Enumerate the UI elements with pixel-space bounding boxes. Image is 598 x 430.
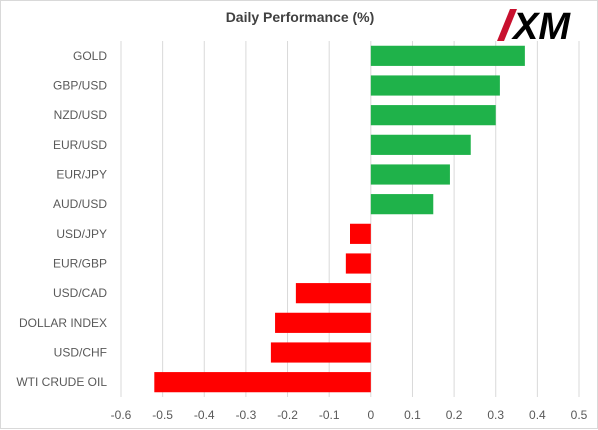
category-label: USD/CHF	[54, 346, 107, 360]
x-tick-label: -0.6	[111, 408, 132, 422]
bars	[154, 45, 525, 393]
xm-logo-mark: XM	[497, 6, 571, 48]
logo-text: XM	[511, 6, 571, 45]
bar	[370, 105, 496, 126]
bar	[370, 194, 434, 215]
x-tick-label: 0.4	[529, 408, 546, 422]
x-tick-label: 0.2	[446, 408, 463, 422]
bar	[350, 223, 371, 244]
category-label: EUR/JPY	[56, 168, 107, 182]
category-label: GOLD	[73, 49, 107, 63]
category-label: USD/CAD	[53, 286, 107, 300]
x-tick-label: -0.4	[194, 408, 215, 422]
bar	[154, 372, 371, 393]
gridlines	[120, 41, 580, 397]
xm-logo: XM	[495, 5, 591, 48]
x-tick-label: 0.5	[571, 408, 588, 422]
bar	[270, 342, 371, 363]
category-label: GBP/USD	[53, 79, 107, 93]
bar	[275, 312, 371, 333]
x-tick-label: -0.3	[236, 408, 257, 422]
category-label: WTI CRUDE OIL	[16, 375, 107, 389]
category-label: EUR/USD	[53, 138, 107, 152]
bar	[370, 134, 471, 155]
x-tick-label: -0.1	[319, 408, 340, 422]
category-label: AUD/USD	[53, 197, 107, 211]
category-label: USD/JPY	[56, 227, 107, 241]
category-label: NZD/USD	[54, 108, 108, 122]
x-tick-labels: -0.6 -0.5 -0.4 -0.3 -0.2 -0.1 0 0.1 0.2 0.3 0.4 0.5	[111, 408, 588, 422]
bar	[370, 75, 500, 96]
x-tick-label: -0.5	[152, 408, 173, 422]
bar	[370, 164, 450, 185]
x-tick-label: 0.3	[487, 408, 504, 422]
x-tick-label: 0	[367, 408, 374, 422]
category-labels: GOLD GBP/USD NZD/USD EUR/USD EUR/JPY AUD/USD U…	[16, 49, 107, 389]
bar	[295, 283, 371, 304]
bar	[345, 253, 371, 274]
category-label: EUR/GBP	[53, 257, 107, 271]
chart-title: Daily Performance (%)	[225, 9, 375, 25]
category-label: DOLLAR INDEX	[19, 316, 107, 330]
bar	[370, 45, 525, 66]
logo-red-slash	[497, 9, 517, 41]
x-tick-label: 0.1	[404, 408, 421, 422]
x-tick-label: -0.2	[277, 408, 298, 422]
